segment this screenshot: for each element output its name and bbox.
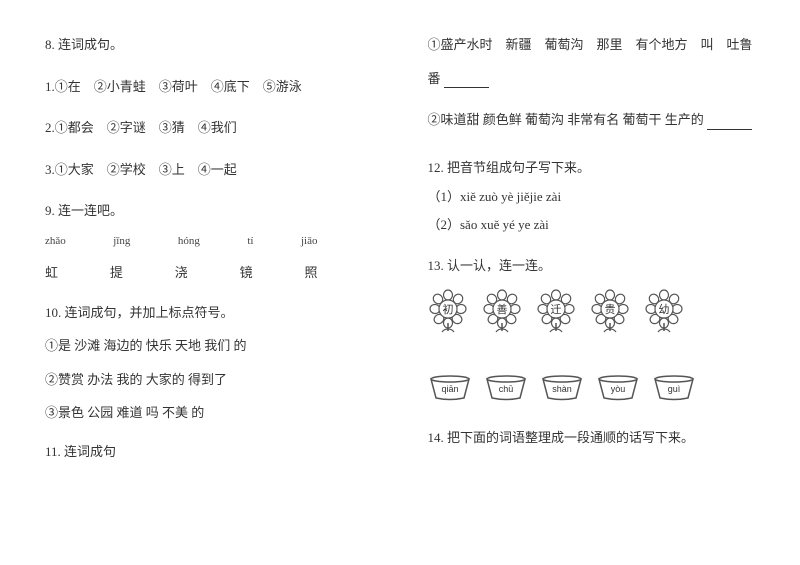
pinyin-3: hóng [178, 235, 200, 247]
q11-title: 11. 连词成句 [45, 442, 378, 462]
q10-item2: ②赞赏 办法 我的 大家的 得到了 [45, 370, 378, 390]
svg-text:yòu: yòu [610, 384, 625, 394]
blank-line [707, 118, 752, 130]
flower-2: 善 [482, 289, 522, 335]
bowl-1: qiān [428, 375, 472, 406]
left-column: 8. 连词成句。 1.①在 ②小青蛙 ③荷叶 ④底下 ⑤游泳 2.①都会 ②字谜… [45, 35, 408, 545]
bowl-2: chū [484, 375, 528, 406]
q12-item2: （2）sǎo xuě yé ye zài [428, 215, 761, 235]
pinyin-5: jiāo [301, 235, 318, 247]
q11-item1b: 番 [428, 69, 761, 89]
q10-title: 10. 连词成句，并加上标点符号。 [45, 303, 378, 323]
q13-title: 13. 认一认，连一连。 [428, 256, 761, 276]
q14-title: 14. 把下面的词语整理成一段通顺的话写下来。 [428, 428, 761, 448]
q9-title: 9. 连一连吧。 [45, 201, 378, 221]
bowls-row: qiān chū shàn yòu guì [428, 375, 761, 406]
bowl-4: yòu [596, 375, 640, 406]
hanzi-1: 虹 [45, 262, 58, 281]
pinyin-2: jīng [113, 235, 130, 247]
q10-item3: ③景色 公园 难道 吗 不美 的 [45, 403, 378, 423]
blank-line [444, 76, 489, 88]
q9-pinyin-row: zhǎo jīng hóng tí jiāo [45, 235, 378, 247]
pinyin-1: zhǎo [45, 235, 66, 247]
q12-title: 12. 把音节组成句子写下来。 [428, 158, 761, 178]
svg-text:善: 善 [496, 302, 507, 316]
q8-item3: 3.①大家 ②学校 ③上 ④一起 [45, 160, 378, 180]
svg-text:初: 初 [442, 302, 453, 316]
right-column: ①盛产水时 新疆 葡萄沟 那里 有个地方 叫 吐鲁 番 ②味道甜 颜色鲜 葡萄沟… [408, 35, 761, 545]
hanzi-4: 镜 [240, 262, 253, 281]
bowl-5: guì [652, 375, 696, 406]
svg-text:guì: guì [667, 384, 680, 394]
svg-text:shàn: shàn [552, 384, 572, 394]
flowers-row: 初 善 [428, 289, 761, 335]
svg-text:qiān: qiān [441, 384, 458, 394]
q8-item1: 1.①在 ②小青蛙 ③荷叶 ④底下 ⑤游泳 [45, 77, 378, 97]
hanzi-2: 提 [110, 262, 123, 281]
flower-5: 幼 [644, 289, 684, 335]
svg-text:幼: 幼 [658, 303, 669, 316]
flower-4: 贵 [590, 289, 630, 335]
hanzi-3: 浇 [175, 262, 188, 281]
svg-text:chū: chū [498, 384, 513, 394]
q8-item2: 2.①都会 ②字谜 ③猜 ④我们 [45, 118, 378, 138]
bowl-3: shàn [540, 375, 584, 406]
flower-1: 初 [428, 289, 468, 335]
q9-hanzi-row: 虹 提 浇 镜 照 [45, 262, 378, 281]
q12-item1: （1）xiě zuò yè jiějie zài [428, 187, 761, 207]
q11-item2: ②味道甜 颜色鲜 葡萄沟 非常有名 葡萄干 生产的 [428, 110, 761, 130]
q11-item1a: ①盛产水时 新疆 葡萄沟 那里 有个地方 叫 吐鲁 [428, 35, 761, 55]
svg-text:迁: 迁 [550, 303, 561, 316]
q8-title: 8. 连词成句。 [45, 35, 378, 55]
pinyin-4: tí [247, 235, 253, 247]
svg-text:贵: 贵 [604, 303, 615, 316]
flower-3: 迁 [536, 289, 576, 335]
hanzi-5: 照 [304, 262, 317, 281]
q10-item1: ①是 沙滩 海边的 快乐 天地 我们 的 [45, 336, 378, 356]
